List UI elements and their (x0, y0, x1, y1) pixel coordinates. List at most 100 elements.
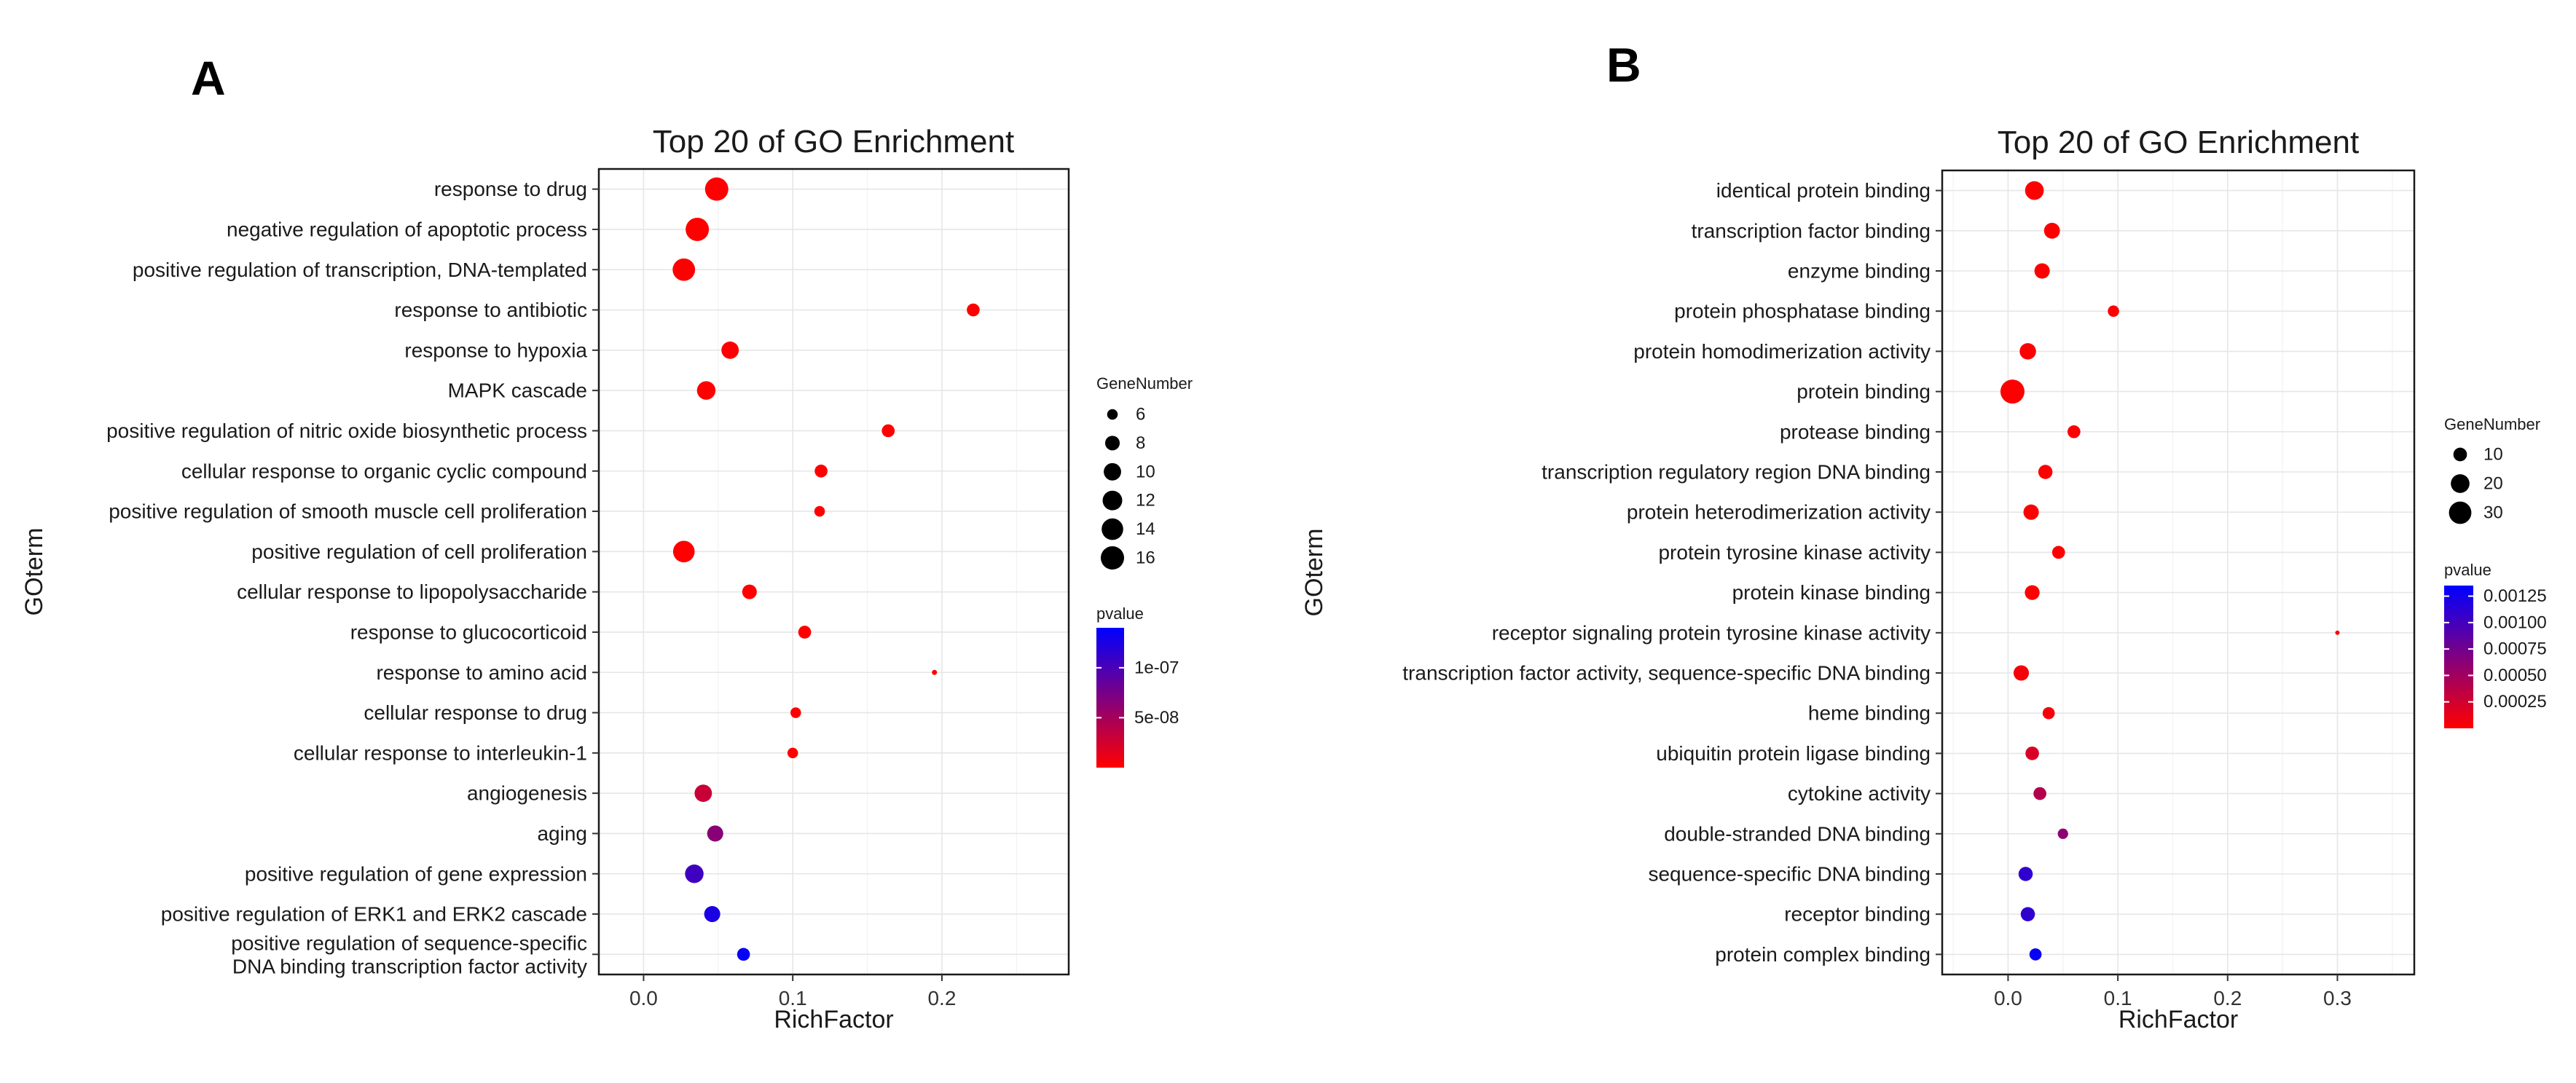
panel-a-point[interactable] (672, 540, 695, 563)
panel-a-point[interactable] (672, 258, 696, 281)
chart-panel-b: identical protein binding transcription f… (1300, 125, 2547, 1033)
panel-b-colorbar-label: 0.00100 (2483, 613, 2547, 632)
panel-a-point[interactable] (814, 505, 825, 517)
panel-a-term-label: response to hypoxia (404, 339, 587, 361)
panel-a-point[interactable] (881, 424, 895, 438)
panel-a-x-tick-label: 0.2 (927, 987, 956, 1009)
panel-a-plot-border (597, 168, 1070, 976)
panel-a-term-label-line: positive regulation of sequence-specific (231, 932, 587, 954)
panel-a-point[interactable] (737, 948, 750, 961)
panel-b-point[interactable] (2029, 948, 2042, 961)
panel-a-size-legend-title: GeneNumber (1096, 374, 1193, 393)
panel-b-point[interactable] (2051, 546, 2065, 559)
panel-a-term-label: cellular response to drug (364, 701, 587, 724)
panel-a-size-legend-label: 12 (1136, 491, 1155, 511)
panel-b-colorbar (2444, 586, 2473, 728)
panel-letter-a: A (191, 51, 226, 105)
panel-b-size-legend-title: GeneNumber (2444, 415, 2540, 433)
panel-b-plot-background (1942, 170, 2414, 974)
panel-b-point[interactable] (2038, 465, 2053, 479)
panel-b-point[interactable] (2013, 665, 2030, 681)
panel-b-size-legend-key (2453, 447, 2467, 462)
panel-b-point[interactable] (2025, 585, 2040, 600)
panel-b-size-legend-label: 20 (2483, 474, 2503, 494)
panel-a-point[interactable] (704, 906, 720, 923)
panel-b-x-axis-title: RichFactor (2118, 1006, 2238, 1033)
panel-b-term-label: double-stranded DNA binding (1664, 822, 1931, 845)
panel-a-point[interactable] (704, 177, 729, 201)
panel-a-x-axis-title: RichFactor (774, 1006, 893, 1033)
panel-a-term-label: response to drug (434, 178, 587, 200)
panel-a-colorbar-label: 5e-08 (1134, 708, 1179, 728)
panel-b-point[interactable] (2034, 263, 2050, 279)
panel-b-point[interactable] (2023, 504, 2039, 520)
panel-a-size-legend-key (1104, 462, 1121, 481)
panel-b-point[interactable] (2000, 379, 2025, 404)
panel-a-term-label: positive regulation of sequence-specific… (231, 932, 587, 977)
panel-b-point[interactable] (2033, 787, 2046, 800)
panel-b-point[interactable] (2108, 305, 2119, 317)
chart-panel-a: response to drug negative regulation of a… (20, 124, 1193, 1033)
panel-b-point[interactable] (2025, 181, 2044, 200)
panel-b-term-label: transcription factor activity, sequence-… (1402, 662, 1931, 685)
panel-a-point[interactable] (932, 669, 938, 675)
panel-b-term-label: protein kinase binding (1732, 581, 1931, 604)
panel-b-term-label: receptor binding (1784, 903, 1931, 926)
panel-a-plot-background (599, 169, 1069, 974)
panel-b-term-label: protein complex binding (1715, 943, 1931, 966)
panel-a-point[interactable] (967, 303, 980, 317)
panel-a-x-tick-label: 0.1 (779, 987, 807, 1009)
panel-a-x-tick-label: 0.0 (629, 987, 658, 1009)
panel-a-term-label: cellular response to organic cyclic comp… (181, 460, 587, 482)
panel-a-point[interactable] (790, 707, 801, 718)
panel-a-point[interactable] (742, 584, 757, 599)
panel-b-point[interactable] (2019, 343, 2036, 360)
panel-b-colorbar-label: 0.00075 (2483, 639, 2547, 659)
panel-a-term-label: cellular response to interleukin-1 (294, 741, 587, 764)
panel-b-chart-title: Top 20 of GO Enrichment (1998, 125, 2359, 160)
panel-b-term-label: sequence-specific DNA binding (1648, 863, 1931, 886)
panel-a-term-label: angiogenesis (467, 782, 587, 805)
panel-b-point[interactable] (2057, 828, 2068, 839)
panel-a-size-legend-key (1107, 409, 1118, 420)
panel-a-point[interactable] (814, 464, 828, 478)
panel-b-term-label: cytokine activity (1788, 782, 1931, 805)
panel-a-size-legend-label: 10 (1136, 462, 1155, 481)
panel-b-point[interactable] (2018, 867, 2033, 881)
panel-a-term-label: response to antibiotic (394, 299, 587, 321)
panel-b-point[interactable] (2335, 630, 2340, 635)
panel-b-x-tick-label: 0.0 (1994, 987, 2022, 1009)
panel-b-size-legend-key (2449, 501, 2472, 524)
panel-a-point[interactable] (798, 626, 812, 639)
panel-a-point[interactable] (787, 747, 798, 759)
panel-a-point[interactable] (721, 341, 739, 359)
panel-a-term-label: positive regulation of ERK1 and ERK2 cas… (161, 903, 587, 926)
panel-a-point[interactable] (707, 825, 723, 842)
panel-a-size-legend-label: 6 (1136, 405, 1145, 425)
panel-b-point[interactable] (2042, 706, 2055, 720)
panel-a-size-legend-label: 16 (1136, 548, 1155, 568)
panel-a-point[interactable] (685, 865, 704, 883)
panel-letter-b: B (1606, 38, 1641, 92)
panel-a-term-label: positive regulation of nitric oxide bios… (106, 420, 587, 442)
panel-a-point[interactable] (694, 784, 712, 803)
panel-b-term-label: enzyme binding (1788, 260, 1931, 283)
panel-b-y-axis-title: GOterm (1300, 529, 1328, 617)
panel-a-term-label: response to amino acid (376, 661, 587, 684)
panel-b-term-label: ubiquitin protein ligase binding (1656, 742, 1931, 765)
panel-b-term-label: transcription factor binding (1692, 219, 1931, 242)
panel-a-term-label: MAPK cascade (448, 379, 587, 402)
panel-b-point[interactable] (2020, 907, 2035, 921)
panel-a-size-legend-label: 14 (1136, 519, 1155, 539)
panel-b-term-label: protease binding (1780, 420, 1931, 443)
panel-a-colorbar-label: 1e-07 (1134, 658, 1179, 677)
panel-b-point[interactable] (2043, 222, 2060, 239)
panel-b-point[interactable] (2025, 747, 2039, 760)
panel-b-point[interactable] (2067, 425, 2081, 438)
panel-a-point[interactable] (696, 381, 716, 400)
panel-a-point[interactable] (686, 217, 710, 241)
panel-a-size-legend-label: 8 (1136, 433, 1145, 453)
panel-a-term-label: aging (537, 822, 587, 845)
panel-b-term-label: protein heterodimerization activity (1627, 501, 1931, 524)
